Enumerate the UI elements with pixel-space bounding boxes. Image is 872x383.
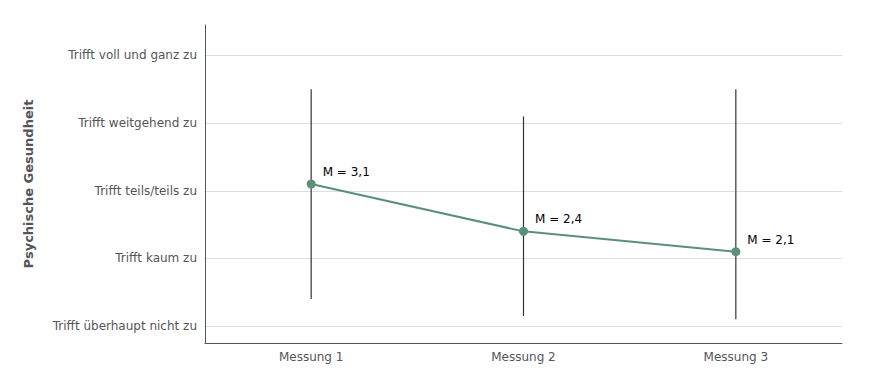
svg-text:Trifft voll und ganz zu: Trifft voll und ganz zu [67, 48, 197, 62]
svg-text:M = 3,1: M = 3,1 [323, 165, 370, 179]
svg-text:Trifft überhaupt nicht zu: Trifft überhaupt nicht zu [52, 319, 197, 333]
svg-text:Messung 2: Messung 2 [491, 350, 556, 364]
svg-text:Messung 3: Messung 3 [704, 350, 769, 364]
svg-text:Trifft teils/teils zu: Trifft teils/teils zu [94, 184, 197, 198]
svg-text:M = 2,1: M = 2,1 [747, 233, 794, 247]
svg-text:M = 2,4: M = 2,4 [535, 212, 582, 226]
svg-text:Trifft weitgehend zu: Trifft weitgehend zu [77, 116, 197, 130]
svg-text:Messung 1: Messung 1 [279, 350, 344, 364]
svg-text:Psychische Gesundheit: Psychische Gesundheit [21, 100, 36, 269]
svg-text:Trifft kaum zu: Trifft kaum zu [114, 251, 197, 265]
